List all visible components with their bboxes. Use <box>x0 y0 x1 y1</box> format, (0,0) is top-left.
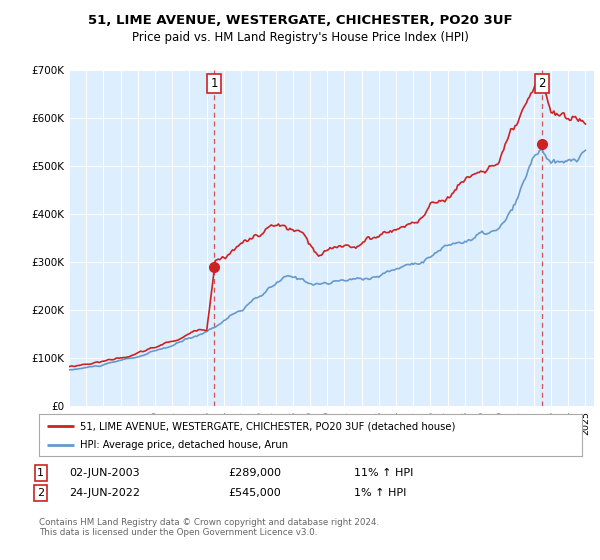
Text: 11% ↑ HPI: 11% ↑ HPI <box>354 468 413 478</box>
Text: 2: 2 <box>37 488 44 498</box>
Text: 2: 2 <box>538 77 546 90</box>
Text: 24-JUN-2022: 24-JUN-2022 <box>69 488 140 498</box>
Text: £545,000: £545,000 <box>228 488 281 498</box>
Text: 51, LIME AVENUE, WESTERGATE, CHICHESTER, PO20 3UF (detached house): 51, LIME AVENUE, WESTERGATE, CHICHESTER,… <box>80 421 455 431</box>
Text: Price paid vs. HM Land Registry's House Price Index (HPI): Price paid vs. HM Land Registry's House … <box>131 31 469 44</box>
Text: 02-JUN-2003: 02-JUN-2003 <box>69 468 140 478</box>
Text: £289,000: £289,000 <box>228 468 281 478</box>
Text: 1% ↑ HPI: 1% ↑ HPI <box>354 488 406 498</box>
Text: Contains HM Land Registry data © Crown copyright and database right 2024.
This d: Contains HM Land Registry data © Crown c… <box>39 518 379 538</box>
Text: 1: 1 <box>37 468 44 478</box>
Text: HPI: Average price, detached house, Arun: HPI: Average price, detached house, Arun <box>80 440 288 450</box>
Text: 1: 1 <box>210 77 218 90</box>
Text: 51, LIME AVENUE, WESTERGATE, CHICHESTER, PO20 3UF: 51, LIME AVENUE, WESTERGATE, CHICHESTER,… <box>88 14 512 27</box>
